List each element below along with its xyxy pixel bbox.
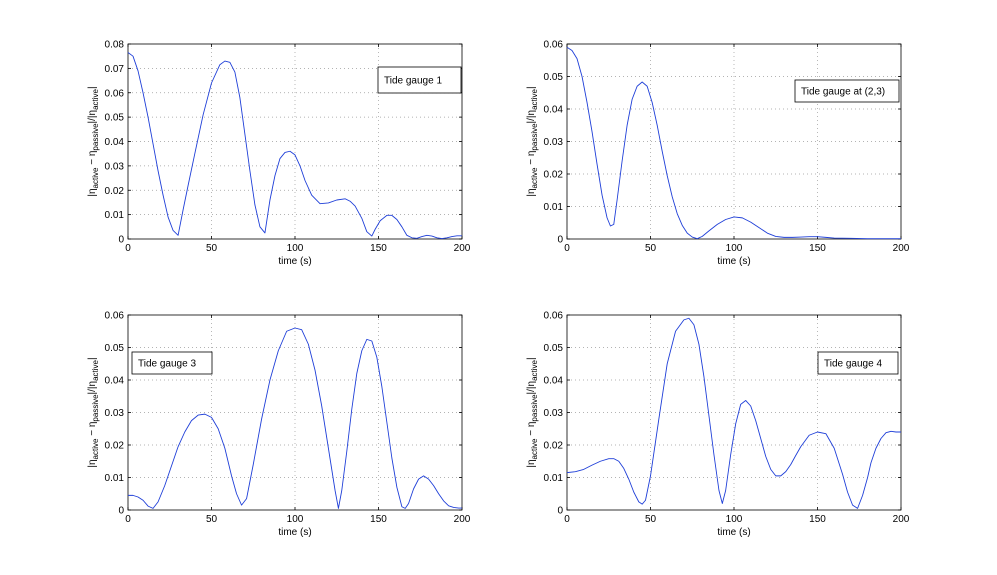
x-tick-label: 0: [125, 514, 131, 525]
legend-box: [131, 351, 213, 375]
x-tick-label: 150: [809, 514, 826, 525]
y-tick-label: 0.02: [544, 170, 564, 181]
x-tick-label: 200: [454, 243, 471, 254]
legend-label: Tide gauge 1: [384, 76, 442, 87]
series-line-1: [128, 327, 462, 509]
y-axis-label: |ηactive − ηpassive|/|ηactive|: [526, 86, 539, 196]
x-axis-label: time (s): [278, 256, 311, 267]
y-tick-label: 0: [118, 235, 124, 246]
y-tick-label: 0.07: [105, 64, 125, 75]
y-tick-label: 0: [557, 506, 563, 517]
chart-panel-4: 0 50 100 150 200 0 0.01 0.02 0.03 0.04 0.05 0.06 tim…: [526, 311, 910, 539]
x-axis-label: time (s): [717, 256, 750, 267]
y-tick-label: 0: [557, 235, 563, 246]
y-tick-label: 0: [118, 506, 124, 517]
x-tick-label: 200: [893, 243, 910, 254]
x-tick-label: 50: [206, 243, 218, 254]
y-tick-label: 0.04: [105, 376, 125, 387]
legend-label: Tide gauge 4: [824, 359, 882, 370]
x-tick-label: 100: [726, 243, 743, 254]
chart-panel-1: 0 50 100 150 200 0 0.01 0.02 0.03 0.04 0.05 0.06 0.0…: [87, 40, 471, 268]
y-tick-label: 0.03: [105, 408, 125, 419]
series-line-1: [127, 52, 462, 239]
y-tick-label: 0.04: [544, 105, 564, 116]
x-tick-label: 200: [893, 514, 910, 525]
legend-box: [794, 79, 900, 103]
series-line-1: [566, 317, 901, 509]
y-axis-label: |ηactive − ηpassive|/|ηactive|: [87, 86, 100, 196]
y-tick-label: 0.02: [105, 186, 125, 197]
y-axis-label: |ηactive − ηpassive|/|ηactive|: [526, 357, 539, 467]
legend-box: [377, 66, 462, 94]
x-tick-label: 150: [370, 514, 387, 525]
legend-label: Tide gauge 3: [138, 359, 196, 370]
y-tick-label: 0.01: [544, 473, 564, 484]
x-tick-label: 150: [370, 243, 387, 254]
x-axis-label: time (s): [717, 527, 750, 538]
y-axis-label: |ηactive − ηpassive|/|ηactive|: [87, 357, 100, 467]
x-tick-label: 200: [454, 514, 471, 525]
y-tick-label: 0.01: [105, 210, 125, 221]
y-tick-label: 0.05: [105, 343, 125, 354]
x-tick-label: 0: [125, 243, 131, 254]
x-tick-label: 50: [645, 243, 657, 254]
y-tick-label: 0.03: [544, 137, 564, 148]
x-tick-label: 150: [809, 243, 826, 254]
chart-panel-3: 0 50 100 150 200 0 0.01 0.02 0.03 0.04 0.05 0.06 tim…: [87, 311, 471, 539]
y-tick-label: 0.04: [105, 137, 125, 148]
x-tick-label: 50: [206, 514, 218, 525]
x-tick-label: 50: [645, 514, 657, 525]
y-tick-label: 0.03: [105, 161, 125, 172]
x-tick-label: 0: [564, 514, 570, 525]
y-tick-label: 0.05: [105, 113, 125, 124]
series-line-1: [566, 46, 901, 240]
x-tick-label: 0: [564, 243, 570, 254]
y-tick-label: 0.06: [105, 88, 125, 99]
y-tick-label: 0.02: [105, 441, 125, 452]
y-tick-label: 0.04: [544, 376, 564, 387]
y-tick-label: 0.05: [544, 72, 564, 83]
x-tick-label: 100: [287, 514, 304, 525]
y-tick-label: 0.05: [544, 343, 564, 354]
y-tick-label: 0.02: [544, 441, 564, 452]
x-tick-label: 100: [287, 243, 304, 254]
y-tick-label: 0.03: [544, 408, 564, 419]
y-tick-label: 0.06: [544, 40, 564, 51]
x-tick-label: 100: [726, 514, 743, 525]
chart-panel-2: 0 50 100 150 200 0 0.01 0.02 0.03 0.04 0.05 0.06 tim…: [526, 40, 910, 268]
legend-label: Tide gauge at (2,3): [801, 87, 885, 98]
y-tick-label: 0.01: [544, 202, 564, 213]
y-tick-label: 0.08: [105, 40, 125, 51]
x-axis-label: time (s): [278, 527, 311, 538]
legend-box: [817, 351, 899, 375]
y-tick-label: 0.06: [105, 311, 125, 322]
y-tick-label: 0.06: [544, 311, 564, 322]
y-tick-label: 0.01: [105, 473, 125, 484]
